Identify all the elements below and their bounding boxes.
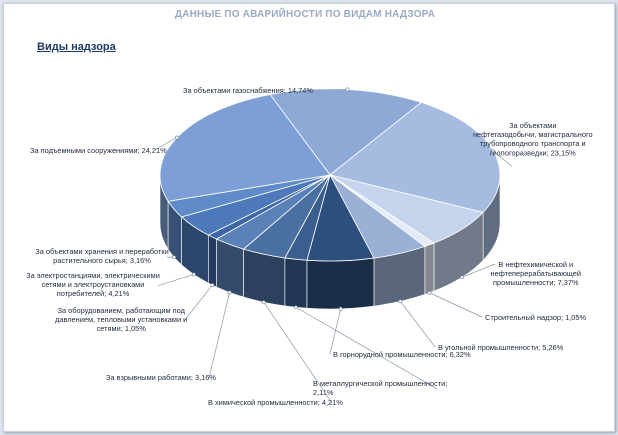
- data-label-line: нефтегазодобычи, магистрального: [473, 130, 593, 139]
- leader-line: [429, 292, 483, 318]
- data-label-line: В нефтехимической и: [498, 260, 573, 269]
- chart-title: ДАННЫЕ ПО АВАРИЙНОСТИ ПО ВИДАМ НАДЗОРА: [174, 9, 436, 20]
- data-label-line: Строительный надзор; 1,05%: [485, 313, 586, 322]
- data-label-line: В химической промышленности; 4,21%: [208, 398, 343, 407]
- data-label-line: растительного сырья; 3,16%: [53, 256, 151, 265]
- data-labels: За объектами газоснабжения; 14,74% За объ…: [26, 86, 592, 407]
- data-label: За взрывными работами; 3,16%: [106, 373, 216, 382]
- data-label: За объектами хранения и переработки расти…: [35, 247, 168, 265]
- leader-line: [154, 137, 178, 151]
- data-label: За электростанциями, электрическими сетям…: [26, 271, 160, 298]
- leader-dot: [293, 305, 298, 310]
- data-label: За подъемными сооружениями; 24,21%: [30, 146, 167, 155]
- data-label: В металлургической промышленности; 2,11%: [313, 379, 447, 397]
- data-label: За объектами нефтегазодобычи, магистральн…: [473, 121, 593, 157]
- leader-line: [400, 301, 436, 348]
- leader-dot: [338, 306, 343, 311]
- data-label-line: За объектами: [509, 121, 556, 130]
- leader-dot: [345, 87, 350, 92]
- leader-line: [208, 292, 230, 379]
- leader-line: [184, 284, 213, 321]
- data-label: Строительный надзор; 1,05%: [485, 313, 586, 322]
- data-label-line: За подъемными сооружениями; 24,21%: [30, 146, 167, 155]
- leader-dot: [261, 300, 266, 305]
- leader-dot: [460, 275, 464, 280]
- slice-за-оборудованием-работающим-под-давлением-тепловыми-установками-и-сетями-side: [208, 234, 217, 288]
- data-label-line: В металлургической промышленности;: [313, 379, 447, 388]
- leader-line: [493, 151, 513, 167]
- leader-line: [263, 301, 333, 404]
- data-label-line: давлением, тепловыми установками и: [55, 315, 187, 324]
- data-label-line: За объектами хранения и переработки: [35, 247, 168, 256]
- data-label: За объектами газоснабжения; 14,74%: [183, 86, 313, 95]
- slice-в-химической-промышленности-side: [243, 248, 286, 307]
- data-label-line: В горнорудной промышленности; 6,32%: [333, 350, 471, 359]
- leader-dot: [427, 290, 432, 295]
- leader-line: [461, 263, 496, 278]
- leader-dot: [398, 299, 403, 304]
- slice-в-металлургической-промышленности-side: [284, 257, 308, 309]
- data-label: В химической промышленности; 4,21%: [208, 398, 343, 407]
- data-label-line: потребителей; 4,21%: [57, 289, 130, 298]
- data-label-line: трубопроводного транспорта и: [480, 139, 586, 148]
- data-label: В угольной промышленности; 5,26%: [438, 343, 564, 352]
- data-label-line: нефтеперерабатывающей: [491, 269, 582, 278]
- leader-dot: [227, 290, 232, 295]
- pie-top: [159, 88, 501, 262]
- leader-dot: [175, 135, 179, 140]
- leader-line: [157, 274, 194, 286]
- data-label-line: За электростанциями, электрическими: [26, 271, 160, 280]
- leader-line: [329, 308, 342, 355]
- leader-dot: [191, 272, 196, 277]
- chart-subtitle: Виды надзора: [37, 41, 116, 53]
- data-label-line: В угольной промышленности; 5,26%: [438, 343, 564, 352]
- data-label: В горнорудной промышленности; 6,32%: [333, 350, 471, 359]
- data-label-line: 2,11%: [313, 388, 334, 397]
- leader-line: [295, 306, 438, 390]
- data-label-line: сетями; 1,05%: [97, 324, 147, 333]
- data-label: За оборудованием, работающим под давление…: [55, 306, 187, 333]
- slice-строительный-надзор-side: [424, 242, 435, 295]
- data-label-line: геологоразведки; 23,15%: [490, 148, 576, 157]
- slice-в-горнорудной-промышленности-side: [306, 257, 375, 310]
- leader-dot: [172, 255, 176, 260]
- data-label-line: За взрывными работами; 3,16%: [106, 373, 216, 382]
- data-label-line: За объектами газоснабжения; 14,74%: [183, 86, 313, 95]
- data-label-line: сетями и электроустановками: [42, 280, 145, 289]
- leader-line: [307, 89, 348, 91]
- data-label-line: За оборудованием, работающим под: [57, 306, 185, 315]
- data-label-line: промышленности; 7,37%: [493, 278, 579, 287]
- data-label: В нефтехимической и нефтеперерабатывающей…: [491, 260, 582, 287]
- leader-dot: [491, 149, 496, 154]
- leader-dot: [210, 283, 215, 287]
